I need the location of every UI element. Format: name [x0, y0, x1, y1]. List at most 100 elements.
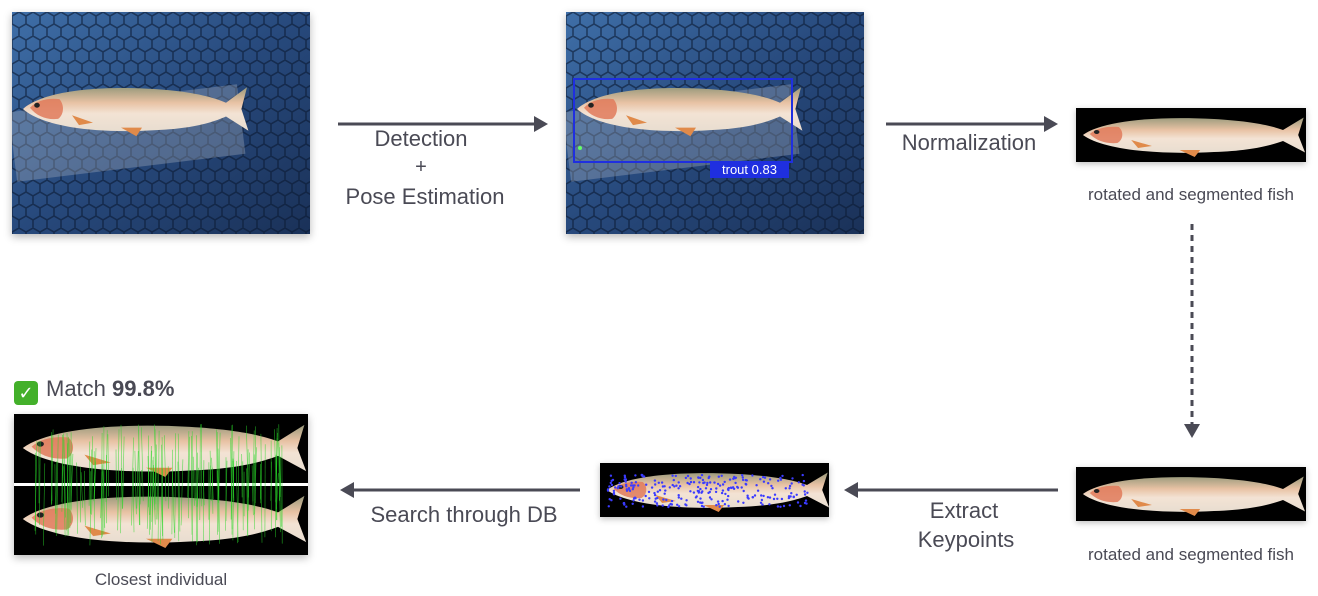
- keypoint: [768, 503, 771, 506]
- keypoint: [742, 489, 745, 493]
- keypoint: [788, 484, 792, 488]
- keypoint: [746, 496, 749, 499]
- match-line: [120, 467, 122, 534]
- match-line: [161, 437, 164, 541]
- extract-label: Extract: [929, 498, 999, 523]
- match-line: [138, 424, 141, 526]
- keypoint: [768, 496, 772, 499]
- keypoint: [698, 481, 701, 484]
- match-line: [194, 470, 196, 501]
- match-line: [164, 435, 167, 502]
- match-line: [43, 463, 46, 546]
- keypoint: [641, 499, 645, 502]
- keypoint: [734, 481, 737, 485]
- keypoint: [718, 505, 721, 508]
- match-line: [84, 470, 86, 526]
- match-line: [254, 447, 257, 515]
- match-line: [216, 429, 218, 535]
- check-mark-icon: ✓: [14, 381, 38, 405]
- match-line: [247, 452, 250, 511]
- keypoint: [656, 496, 659, 500]
- match-line: [230, 425, 233, 520]
- extract-arrow: [844, 482, 1058, 498]
- match-line: [39, 441, 41, 526]
- keypoint: [772, 497, 776, 501]
- normalization-label: Normalization: [901, 130, 1037, 155]
- keypoint: [648, 497, 651, 500]
- keypoint: [707, 476, 710, 480]
- keypoint: [763, 476, 767, 479]
- match-line: [278, 442, 281, 533]
- keypoint: [607, 505, 610, 508]
- match-line: [246, 468, 248, 537]
- keypoint: [670, 499, 674, 503]
- keypoint: [803, 490, 806, 493]
- keypoint: [714, 490, 718, 494]
- keypoint: [709, 481, 712, 484]
- match-line: [120, 424, 123, 510]
- keypoint: [663, 485, 666, 488]
- keypoint: [746, 494, 749, 497]
- keypoint: [608, 485, 611, 488]
- keypoint: [632, 486, 635, 489]
- keypoint: [720, 491, 724, 495]
- match-line: [188, 436, 190, 519]
- keypoint: [737, 500, 740, 503]
- keypoint: [661, 504, 664, 507]
- keypoint: [653, 479, 657, 482]
- keypoint: [802, 479, 806, 483]
- keypoint: [791, 477, 794, 480]
- keypoint: [790, 482, 793, 485]
- keypoint: [610, 483, 614, 487]
- keypoint: [657, 481, 660, 484]
- keypoint: [801, 473, 804, 477]
- keypoint: [638, 498, 641, 501]
- keypoint: [717, 475, 720, 478]
- keypoint: [715, 487, 718, 490]
- match-line: [177, 461, 180, 542]
- keypoint: [803, 493, 807, 496]
- keypoint: [781, 474, 784, 478]
- keypoint: [697, 491, 700, 494]
- keypoint: [732, 477, 735, 480]
- keypoint: [689, 477, 692, 480]
- match-line: [191, 435, 193, 535]
- keypoint: [729, 486, 732, 489]
- match-line: [232, 460, 234, 498]
- match-line: [153, 464, 156, 525]
- match-line: [155, 444, 159, 520]
- keypoint: [745, 479, 748, 482]
- keypoint: [755, 484, 758, 487]
- keypoint: [727, 494, 730, 498]
- match-line: [122, 436, 125, 509]
- keypoint: [689, 490, 692, 493]
- keypoint: [696, 485, 700, 489]
- keypoint: [795, 493, 798, 496]
- keypoint: [779, 476, 782, 480]
- match-line: [117, 429, 120, 531]
- keypoint: [724, 492, 727, 496]
- match-line: [260, 433, 263, 543]
- normalized-caption: rotated and segmented fish: [1087, 185, 1295, 204]
- keypoint: [623, 476, 627, 479]
- keypoint: [631, 502, 634, 505]
- match-line: [201, 424, 203, 507]
- match-line: [151, 456, 154, 522]
- match-line: [88, 441, 91, 506]
- normalized-caption-copy: rotated and segmented fish: [1087, 545, 1295, 564]
- keypoint: [801, 483, 804, 486]
- dashed-down-arrow: [1184, 224, 1200, 438]
- keypoint: [699, 487, 702, 491]
- keypoint: [696, 500, 700, 503]
- normalized-fish-image-copy: [1076, 467, 1306, 521]
- keypoint: [782, 504, 786, 508]
- closest-caption: Closest individual: [94, 570, 228, 589]
- keypoint: [685, 499, 688, 502]
- keypoint: [617, 485, 620, 488]
- keypoint: [692, 491, 696, 494]
- match-line: [279, 447, 281, 498]
- search-label: Search through DB: [370, 502, 558, 527]
- keypoint: [741, 476, 744, 479]
- keypoint: [673, 485, 676, 488]
- keypoint: [641, 473, 644, 477]
